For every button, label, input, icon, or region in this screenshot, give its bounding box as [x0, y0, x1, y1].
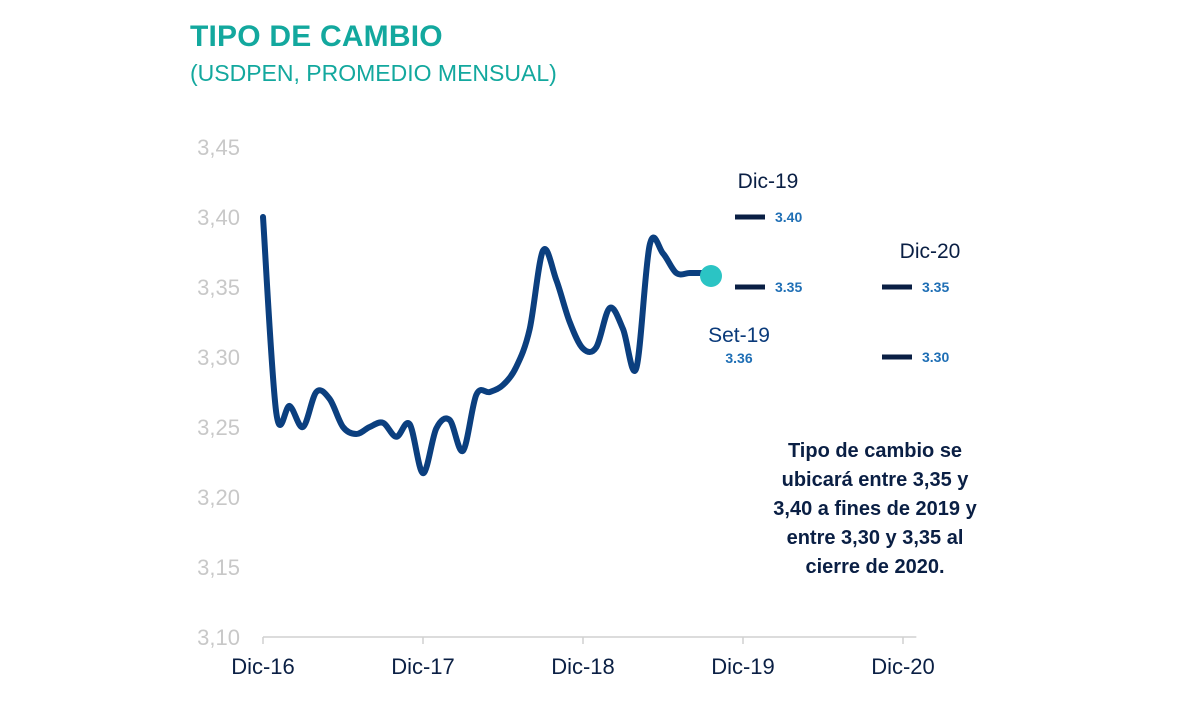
forecast-value-label: 3.40 — [775, 209, 802, 225]
y-tick-label: 3,20 — [197, 485, 240, 510]
current-value-marker — [700, 265, 722, 287]
forecast-value-label: 3.35 — [775, 279, 802, 295]
x-tick-label: Dic-19 — [711, 654, 775, 679]
marker-value-label: 3.36 — [725, 350, 752, 366]
y-tick-label: 3,10 — [197, 625, 240, 650]
chart-subtitle: (USDPEN, PROMEDIO MENSUAL) — [190, 60, 557, 86]
y-tick-label: 3,35 — [197, 275, 240, 300]
forecast-period-label: Dic-19 — [738, 170, 799, 193]
forecast-value-label: 3.30 — [922, 349, 949, 365]
marker-period-label: Set-19 — [708, 324, 770, 347]
forecast-note: Tipo de cambio se ubicará entre 3,35 y 3… — [773, 440, 977, 578]
y-tick-label: 3,40 — [197, 205, 240, 230]
series-line-usdpen — [260, 214, 706, 477]
y-tick-label: 3,30 — [197, 345, 240, 370]
x-tick-label: Dic-18 — [551, 654, 615, 679]
y-tick-label: 3,25 — [197, 415, 240, 440]
y-tick-label: 3,15 — [197, 555, 240, 580]
x-tick-label: Dic-17 — [391, 654, 455, 679]
forecast-value-label: 3.35 — [922, 279, 949, 295]
y-tick-label: 3,45 — [197, 135, 240, 160]
forecast-period-label: Dic-20 — [900, 240, 961, 263]
x-tick-label: Dic-20 — [871, 654, 935, 679]
chart-title: TIPO DE CAMBIO — [190, 20, 443, 53]
x-tick-label: Dic-16 — [231, 654, 295, 679]
